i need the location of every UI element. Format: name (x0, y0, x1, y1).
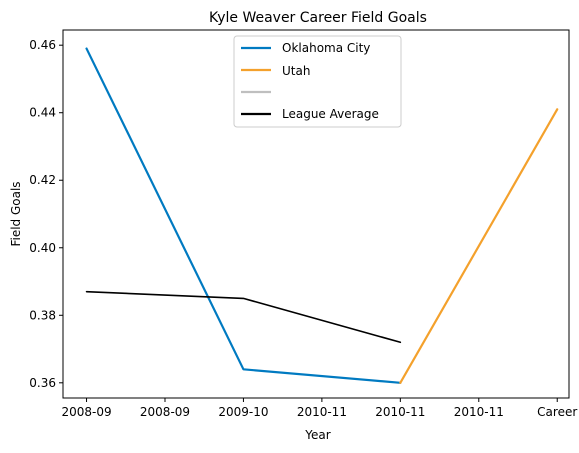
x-axis: 2008-09 2008-09 2009-10 2010-11 2010-11 2010-… (61, 398, 577, 419)
y-tick-label: 0.46 (29, 38, 56, 52)
y-tick-label: 0.36 (29, 376, 56, 390)
y-tick-label: 0.40 (29, 241, 56, 255)
x-tick-label: 2010-11 (454, 405, 504, 419)
y-tick-label: 0.38 (29, 308, 56, 322)
legend-label-league-average: League Average (282, 107, 379, 121)
x-tick-label: 2008-09 (61, 405, 111, 419)
x-tick-label: 2010-11 (297, 405, 347, 419)
chart-title: Kyle Weaver Career Field Goals (209, 10, 427, 26)
x-axis-label: Year (304, 428, 330, 442)
x-tick-label: Career (537, 405, 577, 419)
legend-box (233, 35, 402, 128)
y-axis-label: Field Goals (9, 181, 23, 246)
x-tick-label: 2008-09 (140, 405, 190, 419)
legend: Oklahoma City Utah League Average (233, 35, 402, 128)
series-line-league-average (85, 290, 402, 344)
plot-frame (62, 29, 570, 399)
y-tick-label: 0.42 (29, 173, 56, 187)
x-tick-label: 2010-11 (375, 405, 425, 419)
series-line-utah (399, 108, 559, 384)
y-tick-label: 0.44 (29, 106, 56, 120)
x-tick-label: 2009-10 (218, 405, 268, 419)
y-axis: 0.36 0.38 0.40 0.42 0.44 0.46 (29, 38, 63, 390)
legend-label-oklahoma-city: Oklahoma City (282, 41, 370, 55)
legend-label-utah: Utah (282, 64, 310, 78)
series-line-oklahoma-city (85, 47, 402, 384)
series-layer (85, 47, 559, 384)
